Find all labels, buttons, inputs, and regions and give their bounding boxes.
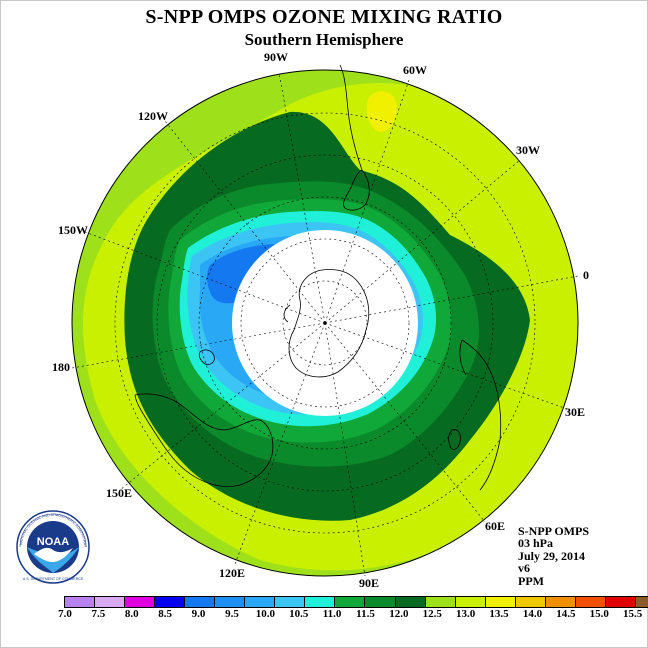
product-info: S-NPP OMPS 03 hPa July 29, 2014 v6 PPM	[518, 525, 589, 587]
color-bar-tick-label: 8.5	[158, 608, 173, 620]
lon-label-90w: 90W	[264, 50, 288, 64]
info-level: 03 hPa	[518, 536, 554, 551]
lon-label-60w: 60W	[403, 63, 427, 77]
graticule	[71, 72, 579, 577]
color-bar-tick-label: 7.5	[91, 608, 106, 620]
lon-label-180: 180	[52, 360, 70, 374]
color-bar	[64, 596, 648, 608]
color-bar-swatch	[575, 597, 606, 607]
map-boundary	[71, 69, 579, 577]
color-bar-swatch	[245, 597, 276, 607]
color-bar-ticks: 7.0 7.5 8.0 8.5 9.0 9.5 10.0 10.5 11.0 11.5 12.0 12…	[0, 608, 648, 622]
color-bar-swatch	[65, 597, 96, 607]
color-bar-tick-label: 13.0	[456, 608, 476, 620]
south-pole-marker	[323, 321, 327, 325]
lon-label-120w: 120W	[138, 109, 168, 123]
info-units: PPM	[518, 573, 544, 588]
color-bar-tick-label: 14.0	[522, 608, 543, 620]
color-bar-swatch	[485, 597, 516, 607]
color-bar-swatch	[605, 597, 636, 607]
color-bar-swatch	[365, 597, 396, 607]
color-bar-tick-label: 15.0	[589, 608, 609, 620]
lon-label-90e: 90E	[359, 576, 380, 590]
color-bar-swatch	[545, 597, 576, 607]
color-bar-swatch	[455, 597, 486, 607]
color-bar-tick-label: 15.5	[622, 608, 643, 620]
color-bar-tick-label: 10.5	[289, 608, 309, 620]
color-bar-swatch	[425, 597, 456, 607]
color-bar-swatch	[185, 597, 216, 607]
info-date: July 29, 2014	[518, 548, 586, 563]
color-bar-tick-label: 13.5	[489, 608, 509, 620]
color-bar-tick-label: 9.0	[191, 608, 206, 620]
color-bar-tick-label: 11.5	[356, 608, 375, 620]
color-bar-tick-label: 11.0	[322, 608, 342, 620]
color-bar-tick-label: 14.5	[556, 608, 576, 620]
color-bar-tick-label: 9.5	[225, 608, 239, 620]
lon-label-60e: 60E	[485, 519, 506, 533]
field-14	[366, 91, 397, 132]
color-bar-swatch	[155, 597, 186, 607]
map-title: S-NPP OMPS OZONE MIXING RATIO	[145, 6, 503, 28]
lon-label-30w: 30W	[516, 143, 540, 157]
lon-label-150w: 150W	[58, 223, 88, 237]
coastlines	[134, 64, 502, 491]
color-bar-tick-label: 8.0	[124, 608, 139, 620]
info-instrument: S-NPP OMPS	[518, 524, 589, 538]
color-bar-tick-label: 10.0	[255, 608, 275, 620]
logo-wordmark: NOAA	[37, 536, 69, 548]
noaa-logo: NOAA NATIONAL OCEANIC AND ATMOSPHERIC AD…	[16, 510, 90, 584]
ozone-field	[72, 70, 578, 576]
lon-label-150e: 150E	[106, 486, 133, 500]
map-subtitle: Southern Hemisphere	[244, 30, 404, 49]
color-bar-tick-label: 12.0	[389, 608, 409, 620]
svg-text:U.S. DEPARTMENT OF COMMERCE: U.S. DEPARTMENT OF COMMERCE	[23, 577, 84, 581]
color-bar-swatch	[305, 597, 336, 607]
color-bar-swatch	[335, 597, 366, 607]
color-bar-swatch	[275, 597, 306, 607]
lon-label-0: 0	[583, 268, 589, 282]
lon-label-120e: 120E	[219, 566, 246, 580]
color-bar-swatch	[215, 597, 246, 607]
color-bar-tick-label: 7.0	[58, 608, 72, 620]
info-version: v6	[518, 561, 530, 576]
color-bar-swatch	[395, 597, 426, 607]
color-bar-swatch	[125, 597, 156, 607]
color-bar-swatch	[95, 597, 126, 607]
color-bar-tick-label: 12.5	[422, 608, 442, 620]
color-bar-swatch	[515, 597, 546, 607]
color-bar-swatch	[635, 597, 648, 607]
lon-label-30e: 30E	[565, 405, 586, 419]
